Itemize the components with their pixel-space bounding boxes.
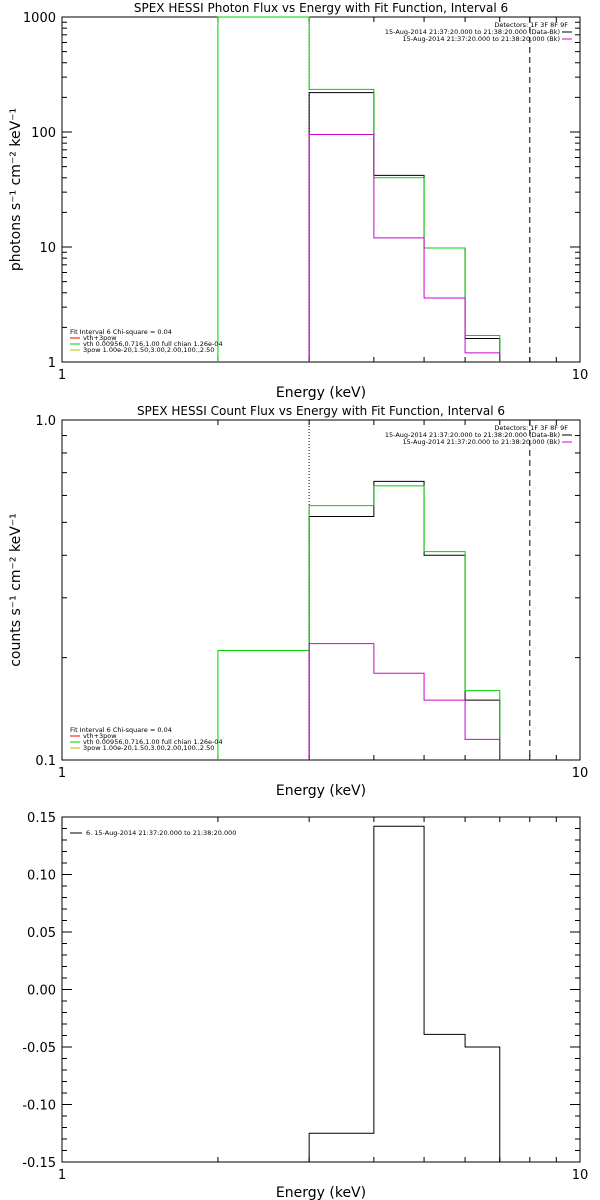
x-tick-label: 10 bbox=[572, 1168, 589, 1183]
legend-top-item: 15-Aug-2014 21:37:20.000 to 21:38:20.000… bbox=[385, 28, 560, 36]
legend-top-item: 15-Aug-2014 21:37:20.000 to 21:38:20.000… bbox=[403, 438, 560, 446]
y-tick-label: 0.1 bbox=[35, 754, 56, 769]
chart-panel-2: SPEX HESSI Count Flux vs Energy with Fit… bbox=[8, 404, 588, 799]
y-axis-label: photons s⁻¹ cm⁻² keV⁻¹ bbox=[8, 108, 24, 271]
chart-title: SPEX HESSI Count Flux vs Energy with Fit… bbox=[137, 404, 505, 418]
plot-frame bbox=[61, 16, 581, 363]
y-tick-label: -0.10 bbox=[22, 1099, 56, 1114]
legend-top-item: 15-Aug-2014 21:37:20.000 to 21:38:20.000… bbox=[403, 35, 560, 43]
series-step-3 bbox=[308, 134, 501, 362]
x-axis-label: Energy (keV) bbox=[276, 385, 366, 401]
x-axis-label: Energy (keV) bbox=[276, 1185, 366, 1200]
series-step-1 bbox=[308, 480, 501, 760]
legend-top-left-item: 6. 15-Aug-2014 21:37:20.000 to 21:38:20.… bbox=[86, 829, 236, 837]
legend-bottom-item: 3pow 1.00e-20,1.50,3.00,2.00,100.,2.50 bbox=[83, 744, 214, 752]
y-tick-label: 0.00 bbox=[27, 984, 56, 999]
series-step-1 bbox=[308, 825, 501, 1162]
x-tick-label: 1 bbox=[58, 1168, 66, 1183]
legend-bottom-item: 3pow 1.00e-20,1.50,3.00,2.00,100.,2.50 bbox=[83, 346, 214, 354]
series-step-2 bbox=[217, 16, 501, 362]
legend-top-item: Detectors: 1F 3F 8F 9F bbox=[494, 424, 568, 432]
plot-frame bbox=[61, 816, 581, 1163]
x-tick-label: 1 bbox=[58, 766, 66, 781]
series-step-1 bbox=[308, 92, 501, 362]
y-tick-label: 1000 bbox=[23, 11, 56, 26]
series-step-3 bbox=[308, 643, 501, 760]
y-tick-label: 0.05 bbox=[27, 926, 56, 941]
chart-panel-3: 1 10 0.15 0.10 0.05 0.00 -0.05 -0.10 -0.15 Energy… bbox=[22, 811, 588, 1200]
y-axis-label: counts s⁻¹ cm⁻² keV⁻¹ bbox=[8, 513, 24, 667]
legend-top-item: Detectors: 1F 3F 8F 9F bbox=[494, 21, 568, 29]
x-axis-label: Energy (keV) bbox=[276, 783, 366, 799]
x-tick-label: 1 bbox=[58, 368, 66, 383]
legend-bottom-item: vth 0.00956,0.716,1.00 full chian 1.26e-… bbox=[83, 340, 223, 348]
y-tick-label: 0.15 bbox=[27, 811, 56, 826]
y-tick-label: 1 bbox=[48, 356, 56, 371]
chart-panel-1: SPEX HESSI Photon Flux vs Energy with Fi… bbox=[8, 1, 588, 401]
y-tick-label: 1.0 bbox=[35, 414, 56, 429]
y-tick-label: 10 bbox=[39, 241, 56, 256]
plot-frame bbox=[61, 419, 581, 761]
series-step-2 bbox=[217, 485, 501, 760]
legend-bottom-item: vth+3pow bbox=[83, 334, 117, 342]
legend-top-item: 15-Aug-2014 21:37:20.000 to 21:38:20.000… bbox=[385, 431, 560, 439]
legend-fit-header: Fit Interval 6 Chi-square = 0.04 bbox=[70, 726, 172, 734]
legend-bottom-item: vth+3pow bbox=[83, 732, 117, 740]
y-tick-label: 100 bbox=[31, 126, 56, 141]
y-tick-label: -0.15 bbox=[22, 1156, 56, 1171]
y-tick-label: 0.10 bbox=[27, 869, 56, 884]
legend-bottom-item: vth 0.00956,0.716,1.00 full chian 1.26e-… bbox=[83, 738, 223, 746]
y-tick-label: -0.05 bbox=[22, 1041, 56, 1056]
chart-title: SPEX HESSI Photon Flux vs Energy with Fi… bbox=[134, 1, 508, 15]
x-tick-label: 10 bbox=[572, 766, 589, 781]
legend-fit-header: Fit Interval 6 Chi-square = 0.04 bbox=[70, 328, 172, 336]
x-tick-label: 10 bbox=[572, 368, 589, 383]
